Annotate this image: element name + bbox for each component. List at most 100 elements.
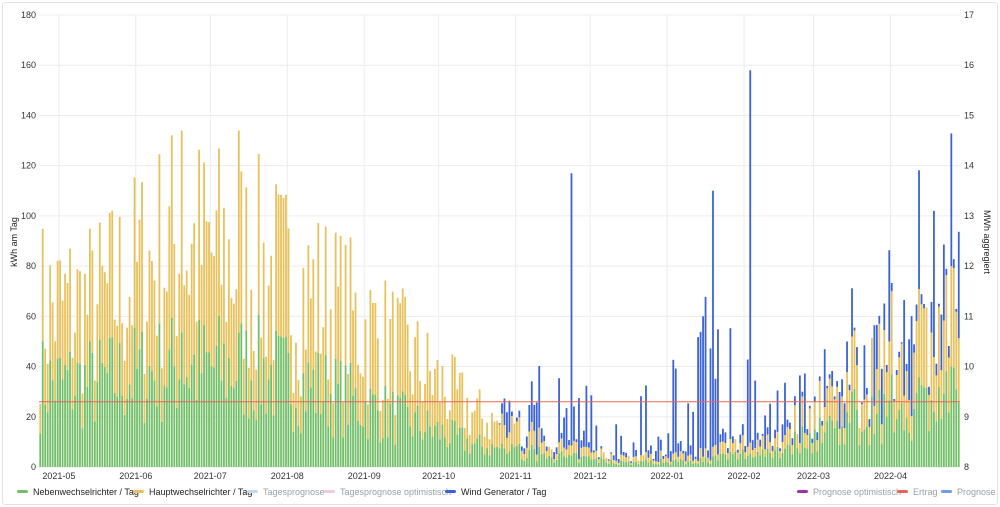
bar-hauptwechselrichter [957, 338, 960, 403]
bar-nebenwechselrichter [93, 421, 96, 467]
bar-hauptwechselrichter [801, 396, 804, 427]
bar-hauptwechselrichter [548, 446, 551, 456]
bar-hauptwechselrichter [955, 311, 958, 390]
bar-hauptwechselrichter [51, 302, 54, 381]
bar-nebenwechselrichter [905, 417, 908, 467]
bar-hauptwechselrichter [173, 243, 176, 367]
bar-nebenwechselrichter [563, 456, 565, 467]
bar-wind-generator [679, 441, 682, 452]
bar-nebenwechselrichter [808, 433, 811, 467]
bar-nebenwechselrichter [813, 429, 816, 467]
y-tick-label-right: 14 [964, 161, 974, 171]
bar-wind-generator [709, 348, 712, 461]
bar-hauptwechselrichter [98, 222, 101, 340]
bar-hauptwechselrichter [86, 314, 89, 387]
bar-hauptwechselrichter [866, 394, 868, 427]
bar-nebenwechselrichter [118, 342, 121, 467]
chart-bars [39, 70, 960, 467]
bar-nebenwechselrichter [91, 352, 94, 467]
bar-nebenwechselrichter [880, 444, 883, 467]
bar-wind-generator [622, 451, 625, 456]
bar-hauptwechselrichter [764, 449, 767, 457]
y-tick-label-right: 10 [964, 362, 974, 372]
bar-hauptwechselrichter [568, 445, 570, 456]
bar-nebenwechselrichter [424, 431, 426, 467]
bar-nebenwechselrichter [672, 460, 675, 467]
bar-hauptwechselrichter [672, 453, 675, 461]
legend-item-hauptwechselrichter[interactable]: Hauptwechselrichter / Tag [133, 487, 252, 497]
bar-nebenwechselrichter [151, 371, 153, 467]
bar-wind-generator [543, 435, 546, 442]
bar-nebenwechselrichter [81, 428, 84, 467]
legend-label: Prognose [957, 487, 996, 497]
bar-hauptwechselrichter [49, 265, 52, 361]
bar-nebenwechselrichter [771, 457, 774, 467]
bar-hauptwechselrichter [682, 453, 685, 461]
legend-item-nebenwechselrichter[interactable]: Nebenwechselrichter / Tag [17, 487, 139, 497]
bar-nebenwechselrichter [290, 404, 292, 467]
legend-item-tagesprognose[interactable]: Tagesprognose [247, 487, 325, 497]
bar-nebenwechselrichter [714, 455, 717, 467]
bar-hauptwechselrichter [468, 435, 471, 454]
legend-label: Wind Generator / Tag [461, 487, 547, 497]
bar-wind-generator [789, 422, 791, 430]
bar-hauptwechselrichter [947, 357, 950, 413]
bar-hauptwechselrichter [684, 461, 687, 465]
bar-wind-generator [652, 458, 655, 461]
legend-item-prognose-optimistisch[interactable]: Prognose optimistisch [797, 487, 901, 497]
bar-wind-generator [503, 398, 506, 426]
bar-hauptwechselrichter [334, 232, 337, 359]
bar-hauptwechselrichter [816, 440, 819, 452]
bar-wind-generator [813, 396, 816, 403]
bar-wind-generator [798, 375, 801, 443]
bar-nebenwechselrichter [851, 391, 853, 467]
bar-nebenwechselrichter [74, 396, 76, 467]
x-tick-label: 2021-11 [499, 471, 531, 481]
bar-wind-generator [575, 439, 578, 443]
bar-wind-generator [578, 398, 580, 460]
bar-nebenwechselrichter [205, 352, 208, 467]
bar-hauptwechselrichter [496, 420, 498, 447]
bar-nebenwechselrichter [875, 413, 878, 467]
bar-hauptwechselrichter [674, 452, 677, 460]
legend-item-ertrag[interactable]: Ertrag [897, 487, 938, 497]
legend-item-tagesprognose-optimistisch[interactable]: Tagesprognose optimistisch [324, 487, 451, 497]
bar-nebenwechselrichter [704, 457, 707, 467]
bar-wind-generator [818, 376, 821, 381]
legend-item-wind-generator[interactable]: Wind Generator / Tag [445, 487, 546, 497]
bar-hauptwechselrichter [578, 459, 580, 463]
bar-hauptwechselrichter [769, 442, 771, 453]
bar-hauptwechselrichter [662, 459, 665, 464]
bar-wind-generator [841, 379, 843, 397]
bar-wind-generator [930, 302, 933, 333]
bar-hauptwechselrichter [463, 428, 466, 451]
bar-hauptwechselrichter [883, 330, 886, 394]
bar-wind-generator [719, 434, 722, 443]
legend-item-prognose[interactable]: Prognose [941, 487, 996, 497]
bar-hauptwechselrichter [550, 449, 553, 458]
bar-hauptwechselrichter [429, 371, 431, 427]
bar-wind-generator [506, 412, 508, 438]
bar-nebenwechselrichter [389, 403, 392, 467]
bar-nebenwechselrichter [600, 457, 603, 467]
bar-hauptwechselrichter [650, 454, 652, 461]
x-tick-label: 2021-05 [42, 471, 75, 481]
bar-wind-generator [697, 337, 699, 462]
bar-nebenwechselrichter [776, 447, 779, 467]
bar-hauptwechselrichter [74, 332, 76, 397]
bar-hauptwechselrichter [523, 454, 526, 461]
bar-nebenwechselrichter [304, 411, 307, 467]
y-tick-label-left: 160 [21, 60, 36, 70]
bar-hauptwechselrichter [920, 304, 923, 386]
bar-hauptwechselrichter [535, 454, 538, 461]
y-axis-right-ticks: 8 9 10 11 12 13 14 15 16 17 [964, 10, 974, 472]
bar-hauptwechselrichter [123, 360, 126, 415]
bar-hauptwechselrichter [625, 457, 628, 463]
bar-wind-generator [908, 339, 911, 400]
bar-nebenwechselrichter [885, 416, 888, 467]
bar-wind-generator [950, 133, 953, 267]
bar-hauptwechselrichter [697, 461, 699, 465]
bar-hauptwechselrichter [262, 242, 265, 359]
bar-wind-generator [726, 448, 729, 454]
bar-nebenwechselrichter [446, 446, 449, 467]
